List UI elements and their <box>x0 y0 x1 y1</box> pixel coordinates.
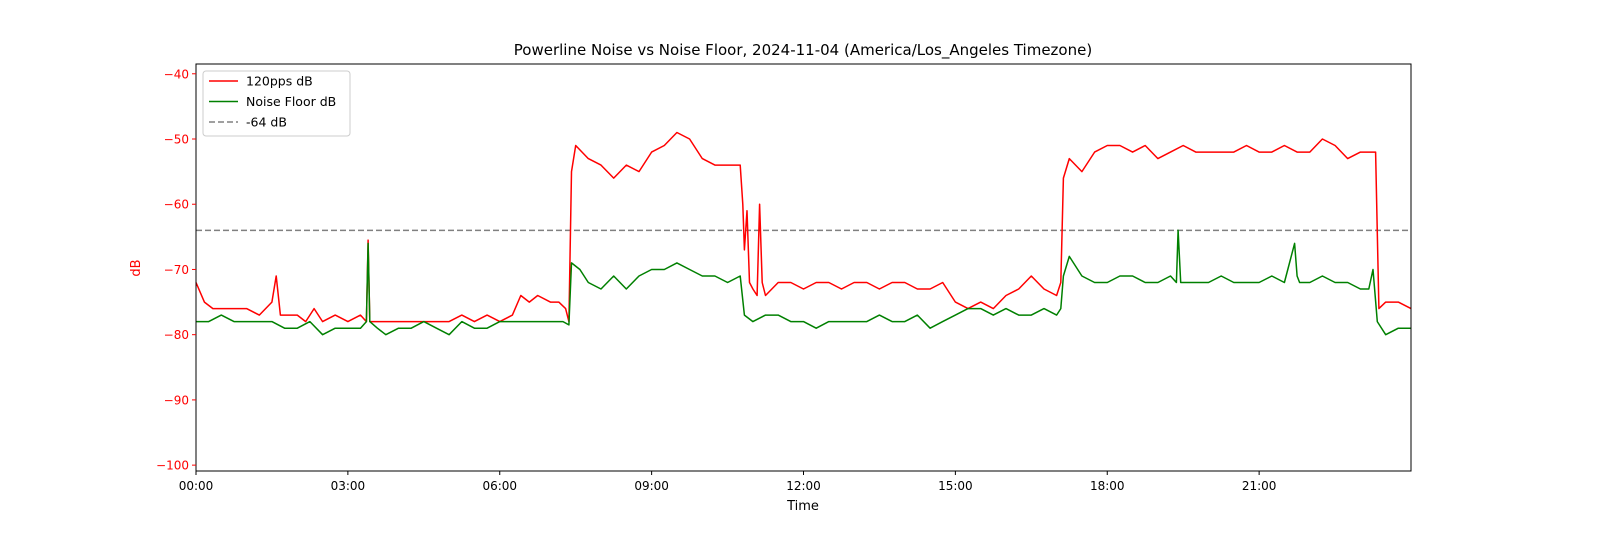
y-tick-label: −50 <box>164 133 189 147</box>
legend-label: -64 dB <box>246 115 287 130</box>
legend: 120pps dB Noise Floor dB -64 dB <box>202 70 351 137</box>
x-tick-label: 12:00 <box>786 479 821 493</box>
y-tick-label: −90 <box>164 393 189 407</box>
x-tick-label: 21:00 <box>1242 479 1277 493</box>
series-line-noise-floor <box>196 229 1411 336</box>
y-tick-label: −60 <box>164 198 189 212</box>
y-axis: −100 −90 −80 −70 −60 −50 −40 <box>156 67 196 473</box>
x-tick-label: 03:00 <box>331 479 366 493</box>
y-tick-label: −40 <box>164 67 189 81</box>
x-tick-label: 18:00 <box>1090 479 1125 493</box>
y-tick-label: −100 <box>156 459 189 473</box>
chart-title: Powerline Noise vs Noise Floor, 2024-11-… <box>514 41 1092 60</box>
x-tick-label: 00:00 <box>179 479 214 493</box>
y-tick-label: −70 <box>164 263 189 277</box>
plot-area <box>195 131 1412 336</box>
x-tick-label: 06:00 <box>482 479 517 493</box>
axes-frame <box>195 63 1412 472</box>
legend-box <box>202 70 351 137</box>
y-axis-label: dB <box>129 259 144 276</box>
series-line-120pps <box>195 131 1412 323</box>
x-tick-label: 09:00 <box>634 479 669 493</box>
x-axis-label: Time <box>786 499 819 514</box>
x-tick-label: 15:00 <box>938 479 973 493</box>
x-axis: 00:00 03:00 06:00 09:00 12:00 15:00 18:00 21:00 <box>179 471 1277 493</box>
legend-label: Noise Floor dB <box>246 94 336 109</box>
y-tick-label: −80 <box>164 328 189 342</box>
legend-label: 120pps dB <box>246 74 313 89</box>
